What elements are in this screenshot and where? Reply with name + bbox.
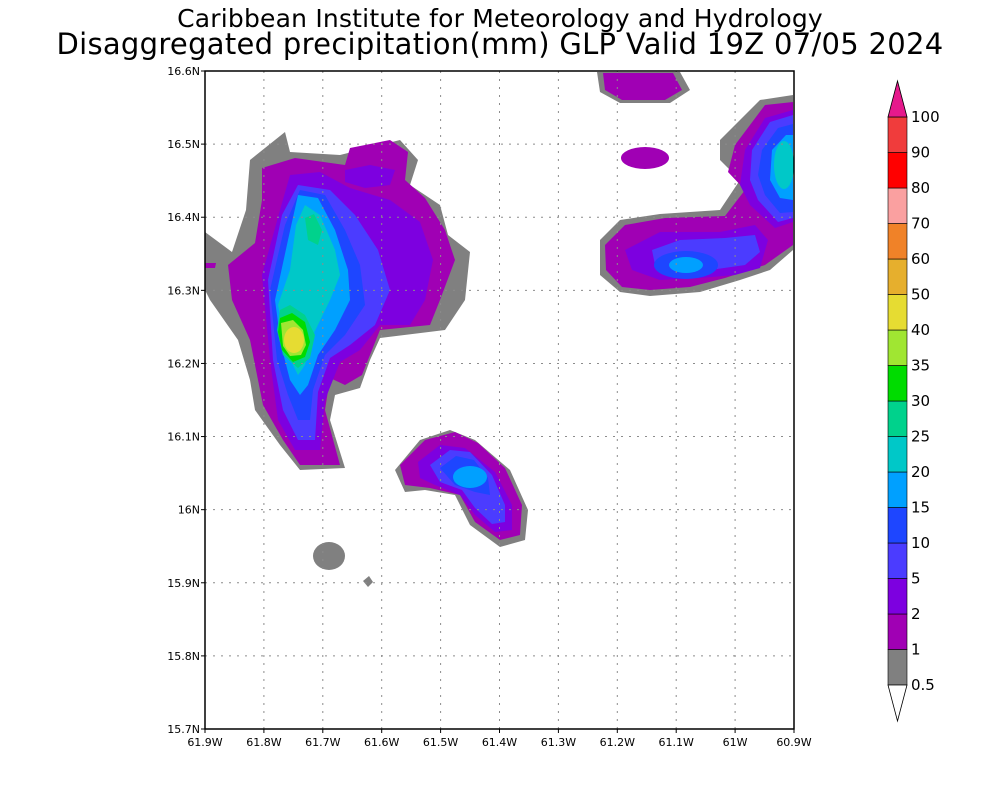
colorbar-swatch xyxy=(887,542,908,579)
colorbar-label: 1 xyxy=(911,641,921,659)
colorbar-swatch xyxy=(887,578,908,615)
lat-tick-label: 16.6N xyxy=(167,65,200,78)
colorbar-swatch xyxy=(887,329,908,366)
colorbar-swatch xyxy=(887,258,908,295)
lat-tick-label: 16.3N xyxy=(167,284,200,297)
longitude-axis: 61.9W 61.8W 61.7W 61.6W 61.5W 61.4W 61.3W 61.2W… xyxy=(187,736,811,749)
lon-tick-label: 61.7W xyxy=(305,736,340,749)
colorbar-label: 25 xyxy=(911,428,930,446)
lat-tick-label: 15.9N xyxy=(167,577,200,590)
lat-tick-label: 16.4N xyxy=(167,211,200,224)
lat-tick-label: 16.2N xyxy=(167,357,200,370)
colorbar-swatch xyxy=(887,436,908,473)
colorbar-label: 35 xyxy=(911,357,930,375)
lat-tick-label: 16.5N xyxy=(167,138,200,151)
colorbar-swatch xyxy=(887,400,908,437)
lon-tick-label: 61.3W xyxy=(541,736,576,749)
colorbar-label: 70 xyxy=(911,215,930,233)
colorbar-label: 60 xyxy=(911,250,930,268)
colorbar-label: 30 xyxy=(911,392,930,410)
rain-cell-small-outline xyxy=(313,542,345,570)
colorbar-swatch xyxy=(887,649,908,686)
colorbar-label: 50 xyxy=(911,286,930,304)
lon-tick-label: 61.5W xyxy=(423,736,458,749)
colorbar-label: 40 xyxy=(911,321,930,339)
colorbar-label: 2 xyxy=(911,605,921,623)
colorbar-swatch xyxy=(887,613,908,650)
lat-tick-label: 16.1N xyxy=(167,431,200,444)
colorbar-label: 15 xyxy=(911,499,930,517)
colorbar-swatch xyxy=(887,152,908,189)
lon-tick-label: 61.9W xyxy=(187,736,222,749)
colorbar-bottom-arrow xyxy=(887,684,908,723)
lon-tick-label: 61.2W xyxy=(600,736,635,749)
chart-subtitle: Disaggregated precipitation(mm) GLP Vali… xyxy=(56,27,944,61)
precipitation-field xyxy=(205,72,794,587)
colorbar-label: 90 xyxy=(911,144,930,162)
colorbar-label: 5 xyxy=(911,570,921,588)
latitude-axis: 16.6N 16.5N 16.4N 16.3N 16.2N 16.1N 16N 15.9N 15… xyxy=(167,65,200,736)
lon-tick-label: 61W xyxy=(723,736,748,749)
chart-title: Caribbean Institute for Meteorology and … xyxy=(177,4,823,33)
lat-tick-label: 15.7N xyxy=(167,723,200,736)
colorbar-swatch xyxy=(887,187,908,224)
lon-tick-label: 61.1W xyxy=(659,736,694,749)
colorbar-label: 80 xyxy=(911,179,930,197)
colorbar-swatch xyxy=(887,223,908,260)
colorbar-top-arrow xyxy=(887,79,908,118)
lon-tick-label: 61.6W xyxy=(364,736,399,749)
lat-tick-label: 16N xyxy=(178,504,200,517)
lon-tick-label: 60.9W xyxy=(776,736,811,749)
colorbar-label: 10 xyxy=(911,534,930,552)
colorbar-label: 100 xyxy=(911,108,940,126)
colorbar-swatch xyxy=(887,294,908,331)
colorbar-swatch xyxy=(887,365,908,402)
colorbar-label: 20 xyxy=(911,463,930,481)
lon-tick-label: 61.4W xyxy=(482,736,517,749)
rain-cell-speck xyxy=(363,576,373,587)
lon-tick-label: 61.8W xyxy=(246,736,281,749)
colorbar-swatch xyxy=(887,116,908,153)
colorbar-swatch xyxy=(887,471,908,508)
colorbar-label: 0.5 xyxy=(911,676,935,694)
colorbar-swatch xyxy=(887,507,908,544)
lat-tick-label: 15.8N xyxy=(167,650,200,663)
map-grid xyxy=(205,71,794,729)
